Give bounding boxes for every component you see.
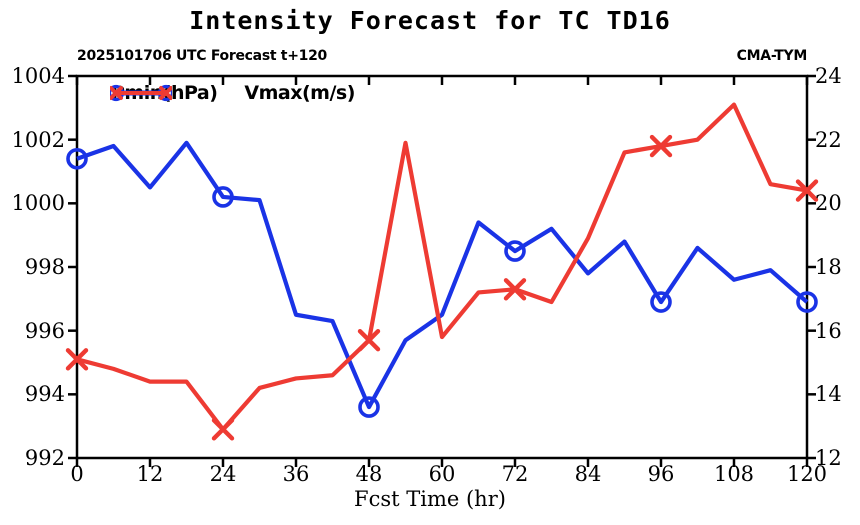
y-axis-right-tick-0: 24 bbox=[815, 64, 842, 88]
x-axis-tick-5: 60 bbox=[428, 462, 456, 486]
x-axis-label: Fcst Time (hr) bbox=[354, 487, 506, 511]
data-point-marker-pmin bbox=[504, 240, 526, 262]
data-point-marker-pmin bbox=[212, 186, 234, 208]
legend-label-vmax: Vmax(m/s) bbox=[244, 82, 355, 104]
x-axis-tick-0: 0 bbox=[70, 462, 84, 486]
x-axis-tick-8: 96 bbox=[647, 462, 675, 486]
series-markers-vmax bbox=[65, 134, 819, 441]
data-point-marker-pmin bbox=[796, 291, 818, 313]
data-point-marker-vmax bbox=[503, 278, 527, 301]
series-line-vmax bbox=[76, 102, 808, 432]
y-axis-right-tick-6: 12 bbox=[815, 446, 842, 470]
y-axis-right-tick-1: 22 bbox=[815, 127, 842, 152]
data-point-marker-pmin bbox=[650, 291, 672, 313]
y-axis-right-tick-2: 20 bbox=[815, 191, 842, 216]
data-point-marker-pmin bbox=[358, 396, 380, 418]
series-markers-pmin bbox=[66, 147, 818, 418]
data-point-marker-vmax bbox=[65, 348, 89, 371]
y-axis-left-tick-0: 1004 bbox=[11, 64, 65, 88]
x-axis-tick-9: 108 bbox=[713, 462, 755, 486]
x-axis-tick-3: 36 bbox=[282, 462, 310, 486]
data-point-marker-pmin bbox=[66, 147, 88, 170]
x-axis-tick-2: 24 bbox=[209, 462, 237, 486]
chart-legend: Pmin(hPa) Vmax(m/s) bbox=[110, 82, 355, 104]
data-point-marker-vmax bbox=[357, 329, 381, 352]
x-axis-tick-4: 48 bbox=[355, 462, 383, 486]
legend-item-vmax: Vmax(m/s) bbox=[110, 82, 355, 104]
x-axis-tick-1: 12 bbox=[136, 462, 164, 486]
y-axis-left-tick-6: 992 bbox=[24, 446, 65, 470]
x-axis-tick-10: 120 bbox=[786, 462, 828, 486]
data-point-marker-vmax bbox=[649, 134, 673, 158]
legend-swatch-vmax-icon bbox=[110, 86, 172, 100]
data-point-marker-vmax bbox=[795, 179, 819, 202]
data-point-marker-vmax bbox=[211, 418, 235, 441]
y-axis-left-tick-4: 996 bbox=[24, 318, 65, 343]
x-axis-tick-6: 72 bbox=[501, 462, 529, 486]
model-source-label: CMA-TYM bbox=[736, 48, 808, 64]
y-axis-left-tick-5: 994 bbox=[24, 382, 65, 407]
y-axis-right-tick-4: 16 bbox=[815, 318, 842, 343]
forecast-timestamp-label: 2025101706 UTC Forecast t+120 bbox=[77, 48, 327, 64]
y-axis-left-tick-2: 1000 bbox=[11, 191, 65, 216]
x-axis-tick-7: 84 bbox=[574, 462, 602, 486]
page-title: Intensity Forecast for TC TD16 bbox=[189, 6, 671, 35]
y-axis-right-tick-5: 14 bbox=[815, 382, 842, 407]
axis-tick-marks bbox=[68, 74, 816, 467]
y-axis-left-tick-3: 998 bbox=[24, 255, 65, 279]
plot-frame bbox=[75, 74, 809, 460]
y-axis-right-tick-3: 18 bbox=[815, 255, 842, 279]
series-line-pmin bbox=[76, 140, 809, 410]
y-axis-left-tick-1: 1002 bbox=[11, 127, 65, 152]
